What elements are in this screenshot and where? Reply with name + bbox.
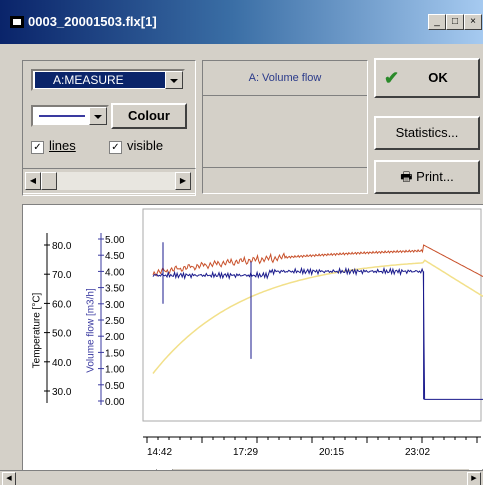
temperature-tick-label: 70.0: [52, 270, 72, 281]
temperature-series-line: [152, 244, 483, 277]
lines-checkbox[interactable]: ✓: [31, 141, 44, 154]
temperature-tick-label: 80.0: [52, 241, 72, 252]
scroll-left-arrow[interactable]: ◀: [25, 172, 41, 190]
flow-series-line: [152, 266, 483, 400]
time-tick-label: 23:02: [405, 447, 430, 458]
lines-label[interactable]: lines: [49, 138, 76, 153]
chevron-down-icon: [170, 79, 178, 83]
series-select-arrow[interactable]: [165, 71, 183, 89]
window-scroll-right[interactable]: ▶: [467, 472, 481, 485]
window-scroll-left[interactable]: ◀: [2, 472, 16, 485]
series-info-panel: A: Volume flow: [202, 60, 368, 194]
series-controls-panel: A:MEASURE Colour ✓ lines ✓ visible: [22, 60, 196, 194]
yellow-series-line: [152, 259, 483, 374]
series-select-value: A:MEASURE: [35, 72, 165, 88]
ok-label: OK: [428, 70, 448, 85]
window-title: 0003_20001503.flx[1]: [28, 14, 157, 29]
flow-tick-label: 5.00: [105, 235, 125, 246]
line-style-select[interactable]: [31, 105, 109, 127]
visible-checkbox[interactable]: ✓: [109, 141, 122, 154]
flow-tick-label: 1.00: [105, 365, 125, 376]
minimize-button[interactable]: _: [428, 14, 446, 30]
ok-button[interactable]: ✔ OK: [374, 58, 480, 98]
line-style-arrow[interactable]: [89, 107, 107, 125]
visible-label[interactable]: visible: [127, 138, 164, 153]
printer-icon: 🖶: [400, 169, 413, 184]
print-label: Print...: [416, 169, 454, 184]
flow-tick-label: 0.50: [105, 381, 125, 392]
time-tick-label: 20:15: [319, 447, 344, 458]
title-bar[interactable]: 0003_20001503.flx[1] _ □ ×: [0, 0, 483, 44]
flow-tick-label: 2.50: [105, 316, 125, 327]
time-tick-label: 14:42: [147, 447, 172, 458]
temperature-tick-label: 50.0: [52, 329, 72, 340]
chevron-down-icon: [94, 115, 102, 119]
series-title: A: Volume flow: [203, 61, 367, 96]
flow-tick-label: 1.50: [105, 348, 125, 359]
series-scroll-frame: ◀ ▶: [22, 168, 196, 196]
flow-tick-label: 4.50: [105, 251, 125, 262]
scroll-thumb[interactable]: [41, 172, 57, 190]
temperature-tick-label: 30.0: [52, 387, 72, 398]
print-button[interactable]: 🖶 Print...: [374, 160, 480, 194]
colour-button[interactable]: Colour: [111, 103, 187, 129]
chart-svg: 80.0 70.0 60.0 50.0 40.0 30.0 5.00 4.50 4.00 3.50…: [44, 208, 483, 458]
time-tick-label: 17:29: [233, 447, 258, 458]
temperature-tick-label: 60.0: [52, 299, 72, 310]
maximize-button[interactable]: □: [446, 14, 464, 30]
series-select[interactable]: A:MEASURE: [31, 69, 185, 91]
statistics-button[interactable]: Statistics...: [374, 116, 480, 150]
plot-frame: Temperature [°C] Volume flow [m3/h] 80.0…: [22, 204, 483, 485]
flow-tick-label: 0.00: [105, 397, 125, 408]
flow-tick-label: 3.50: [105, 284, 125, 295]
checkmark-icon: ✔: [384, 68, 400, 88]
window-menu-icon[interactable]: [10, 16, 24, 28]
window-scrollbar[interactable]: ◀ ▶: [0, 470, 483, 485]
series-scrollbar[interactable]: ◀ ▶: [25, 172, 191, 190]
info-divider: [203, 167, 367, 168]
scroll-right-arrow[interactable]: ▶: [175, 172, 191, 190]
plot-area: [142, 208, 482, 422]
temperature-tick-label: 40.0: [52, 358, 72, 369]
flow-tick-label: 4.00: [105, 267, 125, 278]
flow-tick-label: 2.00: [105, 332, 125, 343]
close-button[interactable]: ×: [464, 14, 482, 30]
line-style-swatch: [39, 115, 85, 117]
flow-tick-label: 3.00: [105, 300, 125, 311]
